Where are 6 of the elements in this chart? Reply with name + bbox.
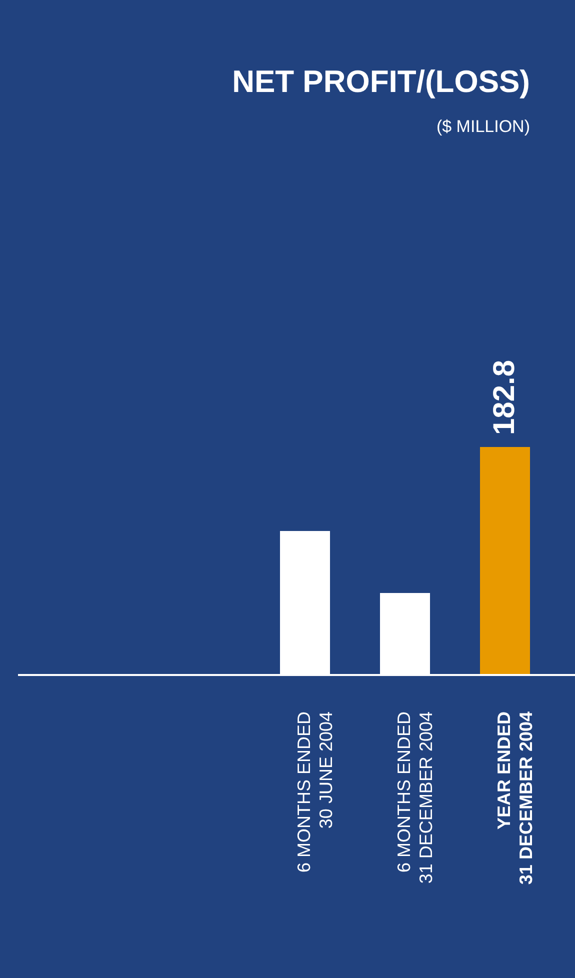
chart-title: NET PROFIT/(LOSS) bbox=[232, 64, 530, 99]
chart-subtitle: ($ MILLION) bbox=[436, 117, 530, 136]
data-label: 182.8 bbox=[488, 360, 521, 435]
x-tick-label: YEAR ENDED 31 DECEMBER 2004 bbox=[494, 712, 536, 885]
x-tick-label: 6 MONTHS ENDED 30 JUNE 2004 bbox=[294, 712, 336, 873]
x-tick-label: 6 MONTHS ENDED 31 DECEMBER 2004 bbox=[394, 712, 436, 884]
